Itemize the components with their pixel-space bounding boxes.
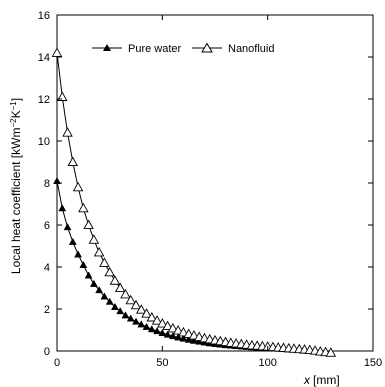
data-point-nanofluid: [83, 219, 94, 230]
data-point-nanofluid: [109, 275, 121, 285]
data-point-nanofluid: [114, 282, 126, 293]
y-tick-label: 14: [38, 52, 50, 64]
legend-label-pure-water: Pure water: [128, 43, 182, 55]
data-point-nanofluid: [130, 299, 142, 310]
x-tick-label: 150: [364, 357, 382, 369]
series-layer: [51, 47, 337, 357]
y-tick-label: 0: [44, 346, 50, 358]
data-point-pure-water: [147, 325, 156, 333]
y-axis-label-sup2: −1: [9, 101, 18, 111]
y-axis-label-mid: K: [9, 110, 23, 118]
data-point-nanofluid: [93, 246, 105, 257]
series-line-nanofluid: [56, 52, 331, 354]
axes-layer: 0 50 100 150 0 2 4 6 8 10 12 14 16: [38, 10, 382, 369]
data-point-nanofluid: [325, 347, 337, 357]
data-point-nanofluid: [141, 308, 152, 318]
data-point-pure-water: [163, 330, 172, 338]
data-point-nanofluid: [151, 315, 163, 325]
data-point-pure-water: [105, 297, 114, 305]
data-point-pure-water: [95, 286, 104, 294]
data-point-pure-water: [179, 334, 188, 342]
x-tick-label: 100: [258, 357, 276, 369]
data-point-pure-water: [126, 314, 135, 322]
data-point-nanofluid: [78, 202, 89, 213]
data-point-pure-water: [100, 292, 109, 300]
data-point-nanofluid: [172, 324, 184, 335]
data-point-nanofluid: [136, 304, 147, 314]
y-tick-label: 10: [38, 136, 50, 148]
data-point-pure-water: [84, 271, 93, 279]
y-tick-label: 2: [44, 304, 50, 316]
x-axis-variable: x: [303, 373, 311, 387]
x-tick-label: 0: [54, 357, 60, 369]
y-tick-label: 4: [44, 262, 50, 274]
data-point-nanofluid: [51, 47, 63, 57]
data-point-pure-water: [58, 204, 67, 212]
data-point-nanofluid: [120, 288, 131, 299]
data-point-nanofluid: [157, 318, 168, 328]
data-point-nanofluid: [167, 322, 179, 333]
y-axis-label-end: ]: [9, 98, 23, 101]
legend-marker-pure-water: [103, 44, 111, 51]
y-tick-label: 16: [38, 10, 50, 22]
x-axis-unit: [mm]: [313, 373, 340, 387]
data-point-pure-water: [53, 176, 61, 184]
data-point-pure-water: [63, 223, 72, 231]
y-tick-label: 12: [38, 94, 50, 106]
data-point-nanofluid: [72, 181, 84, 192]
data-point-pure-water: [68, 237, 77, 245]
y-axis-title: Local heat coefficient [kWm−2K−1]: [9, 98, 24, 274]
data-point-nanofluid: [62, 127, 73, 137]
data-point-nanofluid: [162, 320, 173, 331]
data-point-nanofluid: [88, 234, 100, 244]
x-axis-title: x [mm]: [303, 373, 340, 387]
data-point-pure-water: [174, 333, 183, 341]
data-point-pure-water: [158, 328, 167, 336]
y-axis-label-main: Local heat coefficient [kWm: [9, 128, 23, 275]
data-point-pure-water: [89, 279, 98, 287]
data-point-nanofluid: [146, 311, 158, 322]
data-point-nanofluid: [57, 91, 68, 101]
data-point-nanofluid: [67, 156, 79, 167]
plot-frame: [56, 14, 374, 352]
data-point-pure-water: [121, 311, 130, 319]
x-tick-label: 50: [156, 357, 168, 369]
y-tick-label: 8: [44, 178, 50, 190]
data-point-pure-water: [137, 320, 146, 328]
data-point-pure-water: [168, 332, 177, 340]
plot-area: [56, 14, 374, 352]
legend: Pure water Nanofluid: [92, 42, 274, 55]
data-point-pure-water: [132, 317, 140, 325]
data-point-nanofluid: [104, 266, 115, 277]
y-axis-label-sup1: −2: [9, 118, 18, 128]
data-point-pure-water: [153, 327, 161, 335]
data-point-pure-water: [142, 322, 151, 330]
data-point-nanofluid: [178, 326, 189, 337]
y-tick-label: 6: [44, 220, 50, 232]
data-point-nanofluid: [125, 294, 136, 305]
legend-label-nanofluid: Nanofluid: [228, 43, 274, 55]
data-point-pure-water: [111, 302, 119, 310]
data-point-nanofluid: [99, 257, 110, 267]
data-point-pure-water: [74, 250, 82, 258]
legend-marker-nanofluid: [201, 42, 213, 53]
series-line-pure-water: [56, 180, 310, 351]
data-point-pure-water: [116, 307, 125, 315]
data-point-pure-water: [79, 260, 88, 268]
